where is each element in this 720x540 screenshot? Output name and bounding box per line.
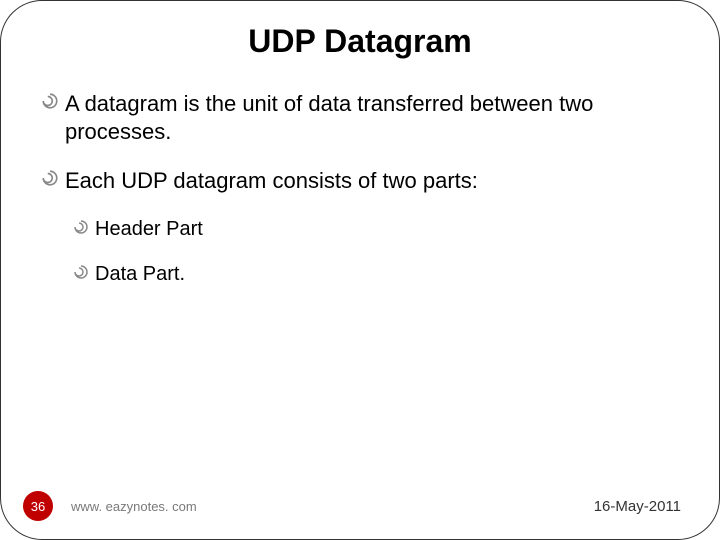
bullet-text: A datagram is the unit of data transferr…: [65, 90, 679, 145]
slide-title: UDP Datagram: [1, 1, 719, 60]
bullet-item: A datagram is the unit of data transferr…: [41, 90, 679, 145]
slide-frame: UDP Datagram A datagram is the unit of d…: [0, 0, 720, 540]
page-number: 36: [31, 499, 45, 514]
footer-url: www. eazynotes. com: [71, 499, 594, 514]
page-number-badge: 36: [23, 491, 53, 521]
footer-date: 16-May-2011: [594, 498, 681, 515]
bullet-swirl-icon: [41, 169, 59, 187]
bullet-text: Data Part.: [95, 262, 185, 287]
bullet-swirl-icon: [73, 264, 89, 280]
bullet-text: Header Part: [95, 217, 203, 242]
bullet-item: Each UDP datagram consists of two parts:: [41, 167, 679, 195]
bullet-swirl-icon: [73, 219, 89, 235]
sub-bullet-item: Data Part.: [73, 262, 679, 287]
slide-content: A datagram is the unit of data transferr…: [1, 60, 719, 287]
slide-footer: 36 www. eazynotes. com 16-May-2011: [1, 491, 719, 521]
bullet-swirl-icon: [41, 92, 59, 110]
sub-bullet-item: Header Part: [73, 217, 679, 242]
bullet-text: Each UDP datagram consists of two parts:: [65, 167, 478, 195]
